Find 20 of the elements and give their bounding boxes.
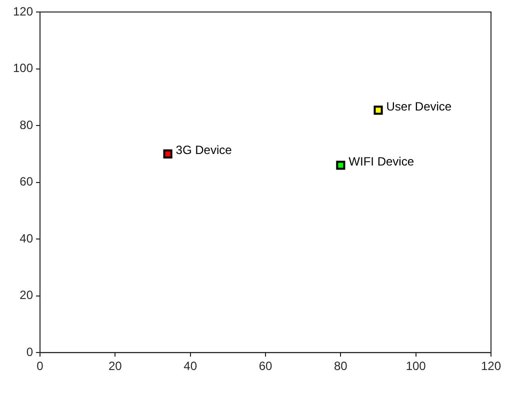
y-tick-label: 0 bbox=[26, 344, 34, 359]
y-tick-label: 20 bbox=[20, 288, 34, 302]
x-tick-label: 120 bbox=[480, 359, 502, 374]
point bbox=[163, 149, 172, 158]
x-tick-label: 100 bbox=[406, 359, 426, 374]
x-tick-label: 20 bbox=[108, 359, 122, 374]
x-tick-label: 80 bbox=[334, 359, 348, 374]
point bbox=[336, 160, 346, 170]
x-tick-label: 60 bbox=[258, 359, 273, 374]
y-tick-label: 60 bbox=[20, 174, 34, 189]
point bbox=[374, 106, 383, 115]
y-tick-label: 80 bbox=[20, 118, 34, 132]
x-tick-label: 40 bbox=[184, 359, 198, 374]
series-label: User Device bbox=[386, 100, 452, 114]
x-tick-label: 0 bbox=[36, 359, 44, 374]
y-tick-label: 120 bbox=[12, 4, 34, 18]
y-tick-label: 40 bbox=[20, 231, 34, 246]
y-tick-label: 100 bbox=[12, 61, 34, 76]
series-label: 3G Device bbox=[176, 143, 232, 158]
series-label: WIFI Device bbox=[348, 154, 414, 169]
